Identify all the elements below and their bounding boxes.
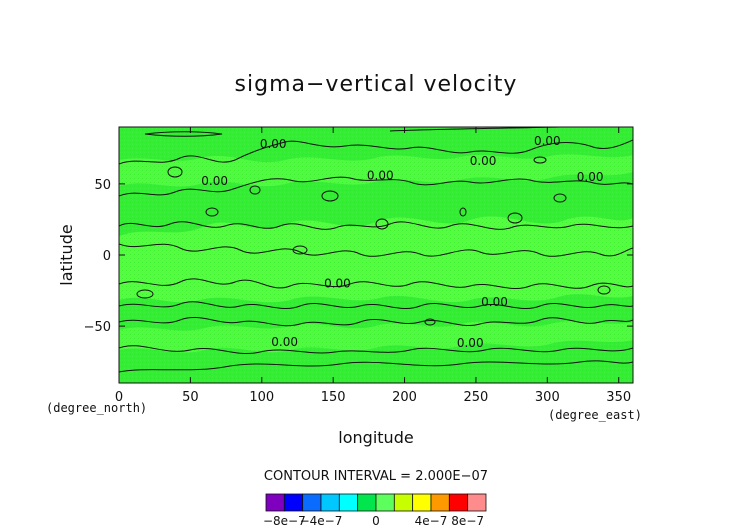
colorbar-swatch [338,493,359,512]
y-tick-label: 0 [103,249,111,264]
x-unit-label: (degree_east) [548,408,642,422]
contour-value-label: 0.00 [481,295,508,309]
contour-loop [167,166,183,178]
colorbar-swatch [320,493,340,512]
colorbar-swatch [265,493,285,512]
colorbar-swatch [283,493,304,512]
x-axis: 0 50 100 150 200 250 300 350 [115,127,631,405]
x-tick-label: 300 [535,390,560,405]
x-tick-label: 100 [249,390,274,405]
x-tick-label: 350 [606,390,631,405]
colorbar-label: −4e−7 [300,514,343,528]
contour-loop [136,289,154,299]
contour-loop [553,193,567,203]
x-tick-label: 0 [115,390,123,405]
colorbar-swatch [412,493,432,512]
contour-loop [292,245,308,255]
contour-value-label: 0.00 [324,276,351,290]
colorbar-swatch [467,493,487,512]
y-tick-label: −50 [84,320,111,335]
contour-lines [119,127,633,373]
x-tick-label: 50 [182,390,199,405]
contour-line [119,301,633,310]
colorbar-swatch [393,493,414,512]
contour-value-label: 0.00 [271,335,298,349]
contour-value-label: 0.00 [260,137,287,151]
colorbar-label: −8e−7 [263,514,306,528]
colorbar-swatch [357,493,377,512]
contour-line [144,131,223,137]
colorbar [265,493,487,512]
y-unit-label: (degree_north) [46,401,147,415]
x-axis-title: longitude [338,428,413,447]
y-tick-label: 50 [94,178,111,193]
contour-line [119,139,633,165]
x-tick-label: 150 [321,390,346,405]
contour-loop [597,285,611,295]
contour-line [119,243,633,257]
contour-line [119,176,633,197]
contour-field: 0.00 0.00 0.00 0.00 0.00 0.00 0.00 0.00 0.00 0.00 [119,127,633,383]
contour-value-label: 0.00 [534,134,561,148]
colorbar-label: 8e−7 [451,514,484,528]
contour-loop [205,207,219,217]
contour-loop [249,185,261,195]
colorbar-swatch [375,493,395,512]
colorbar-label: 4e−7 [415,514,448,528]
x-tick-label: 200 [392,390,417,405]
chart-title: sigma−vertical velocity [235,72,518,97]
x-tick-label: 250 [464,390,489,405]
colorbar-labels: −8e−7−4e−7 0 4e−7 8e−7 [263,514,484,528]
contour-line [119,360,633,373]
contour-line [119,278,633,290]
contour-line [119,345,633,354]
field-texture [119,127,633,383]
contour-loop [424,318,436,326]
contour-interval-text: CONTOUR INTERVAL = 2.000E−07 [264,469,488,484]
colorbar-label: 0 [372,514,380,528]
contour-value-label: 0.00 [457,336,484,350]
contour-value-label: 0.00 [367,168,394,182]
contour-loop [507,212,523,224]
contour-value-label: 0.00 [470,154,497,168]
contour-line [119,221,633,230]
y-axis: 50 0 −50 [84,178,633,335]
colorbar-swatch [302,493,322,512]
colorbar-swatch [448,493,469,512]
colorbar-swatch [430,493,450,512]
contour-loop [321,190,339,202]
contour-value-label: 0.00 [577,170,604,184]
contour-loop [459,207,467,217]
contour-loop [375,218,389,230]
contour-loop [533,156,547,164]
contour-value-label: 0.00 [201,174,228,188]
contour-labels: 0.00 0.00 0.00 0.00 0.00 0.00 0.00 0.00 0.00 0.00 [201,134,603,350]
contour-line [119,316,633,327]
y-axis-title: latitude [57,224,76,285]
